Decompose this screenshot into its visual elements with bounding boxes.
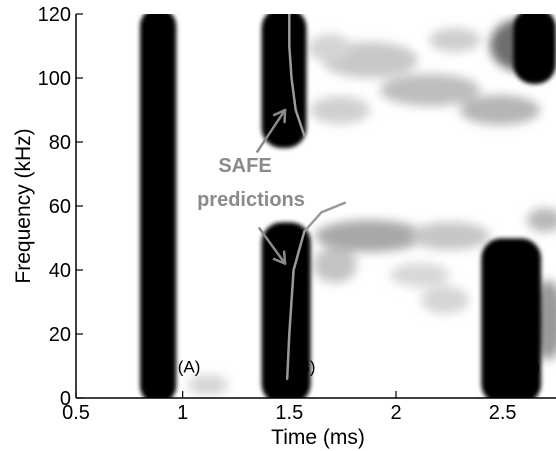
annotation-line-1: SAFE	[218, 155, 271, 177]
region-label-0: (A)	[178, 357, 201, 376]
prediction-curve-lower	[285, 201, 347, 381]
x-tick-label: 0.5	[62, 402, 90, 424]
annotation-arrow-0	[256, 108, 287, 153]
x-axis-label: Time (ms)	[271, 426, 365, 449]
region-label-2: (C)	[516, 357, 540, 376]
region-label-1: (B)	[293, 357, 316, 376]
x-tick-label: 2.5	[489, 402, 517, 424]
region-labels: (A) (B) (C)	[178, 357, 540, 376]
x-tick-label: 1.5	[275, 402, 303, 424]
x-tick-label: 1	[177, 402, 188, 424]
x-tick-label: 2	[390, 402, 401, 424]
x-axis-ticks: 0.5 1 1.5 2 2.5	[62, 391, 517, 424]
energy-band-0	[140, 14, 177, 398]
y-tick-label: 80	[49, 132, 71, 154]
y-tick-label: 40	[49, 260, 71, 282]
annotation-arrow-1	[258, 227, 287, 265]
y-tick-label: 0	[60, 388, 71, 410]
energy-bands	[140, 14, 556, 398]
energy-band-2	[261, 222, 311, 398]
energy-band-1	[261, 14, 307, 148]
prediction-curves	[285, 14, 347, 381]
y-tick-label: 60	[49, 196, 71, 218]
annotation-line-2: predictions	[197, 189, 305, 211]
y-tick-label: 120	[38, 4, 71, 26]
y-tick-label: 100	[38, 68, 71, 90]
y-axis-ticks: 0 20 40 60 80 100 120	[38, 4, 83, 410]
energy-band-4	[481, 238, 542, 398]
energy-band-3	[513, 14, 556, 84]
y-axis-label: Frequency (kHz)	[12, 128, 35, 283]
y-tick-label: 20	[49, 324, 71, 346]
annotation-arrows	[256, 108, 287, 265]
prediction-curve-upper	[288, 14, 306, 137]
